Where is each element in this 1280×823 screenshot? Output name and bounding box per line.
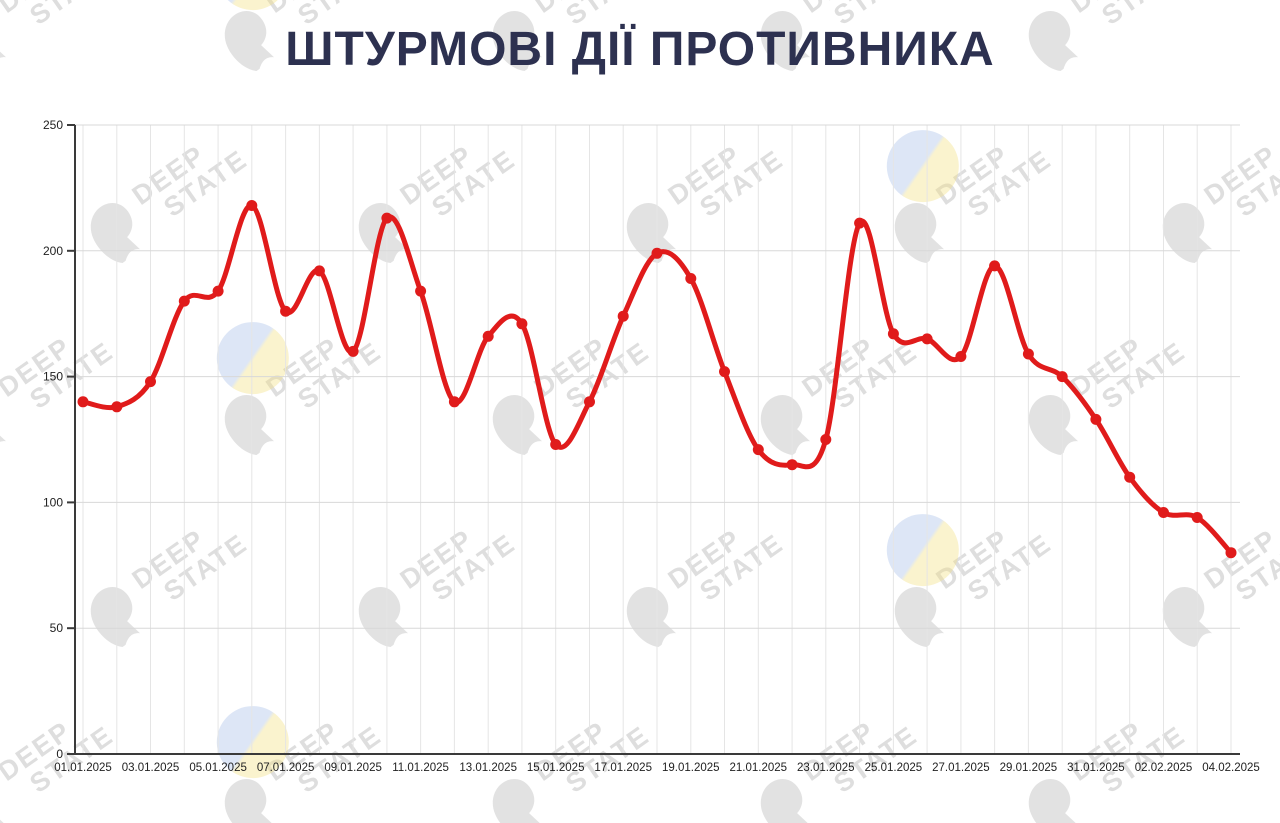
svg-text:02.02.2025: 02.02.2025 [1135,762,1193,774]
svg-text:21.01.2025: 21.01.2025 [730,762,788,774]
data-point-15.01.2025 [550,439,562,450]
svg-text:23.01.2025: 23.01.2025 [797,762,855,774]
grid-layer [75,124,1240,754]
data-point-24.01.2025 [854,217,866,229]
data-point-05.01.2025 [212,285,224,297]
svg-text:31.01.2025: 31.01.2025 [1067,762,1125,774]
data-point-16.01.2025 [584,396,595,408]
data-point-11.01.2025 [415,285,427,297]
data-point-28.01.2025 [989,260,1001,272]
data-point-07.01.2025 [280,305,292,317]
data-point-13.01.2025 [482,330,494,342]
svg-text:250: 250 [43,118,63,132]
data-point-17.01.2025 [617,310,629,322]
svg-text:27.01.2025: 27.01.2025 [932,762,990,774]
data-point-22.01.2025 [786,459,798,471]
svg-text:09.01.2025: 09.01.2025 [324,762,382,774]
data-point-26.01.2025 [921,333,933,345]
data-point-01.01.2025 [77,396,89,408]
data-point-27.01.2025 [955,351,967,362]
data-point-08.01.2025 [313,265,325,277]
data-point-14.01.2025 [516,318,528,330]
data-point-23.01.2025 [820,434,832,445]
data-point-02.02.2025 [1158,507,1169,518]
data-point-03.01.2025 [145,376,156,388]
svg-text:03.01.2025: 03.01.2025 [122,762,180,774]
svg-text:04.02.2025: 04.02.2025 [1202,762,1260,774]
svg-text:50: 50 [50,621,64,635]
data-point-21.01.2025 [752,444,764,456]
svg-text:25.01.2025: 25.01.2025 [865,762,923,774]
svg-text:200: 200 [43,244,63,258]
data-point-04.01.2025 [178,295,190,307]
data-point-10.01.2025 [381,212,393,224]
svg-text:0: 0 [56,747,63,761]
chart-title: ШТУРМОВІ ДІЇ ПРОТИВНИКА [285,23,995,76]
svg-text:19.01.2025: 19.01.2025 [662,762,720,774]
data-point-18.01.2025 [651,247,663,259]
data-point-29.01.2025 [1022,348,1034,360]
y-axis-labels: 0 50 100 150 200 250 [43,118,63,761]
svg-text:100: 100 [43,495,63,509]
data-point-04.02.2025 [1225,547,1237,559]
data-point-30.01.2025 [1056,371,1068,383]
svg-text:05.01.2025: 05.01.2025 [189,762,247,774]
data-point-06.01.2025 [246,200,258,211]
data-point-19.01.2025 [685,273,697,284]
svg-text:150: 150 [43,370,63,384]
svg-text:11.01.2025: 11.01.2025 [392,762,449,774]
svg-text:01.01.2025: 01.01.2025 [54,762,112,774]
svg-text:15.01.2025: 15.01.2025 [527,762,585,774]
svg-text:17.01.2025: 17.01.2025 [594,762,652,774]
data-point-25.01.2025 [887,328,899,340]
data-point-03.02.2025 [1191,512,1203,523]
data-points [77,200,1237,559]
data-point-09.01.2025 [347,345,359,357]
data-point-31.01.2025 [1090,413,1102,425]
data-point-01.02.2025 [1124,471,1136,483]
x-axis-labels: 01.01.2025 03.01.2025 05.01.2025 07.01.2025… [54,762,1260,774]
data-point-02.01.2025 [111,401,123,413]
axis-layer [67,124,1240,755]
svg-text:07.01.2025: 07.01.2025 [257,762,315,774]
svg-text:13.01.2025: 13.01.2025 [459,762,517,774]
svg-text:29.01.2025: 29.01.2025 [1000,762,1058,774]
data-point-12.01.2025 [448,396,460,408]
data-point-20.01.2025 [719,366,730,378]
